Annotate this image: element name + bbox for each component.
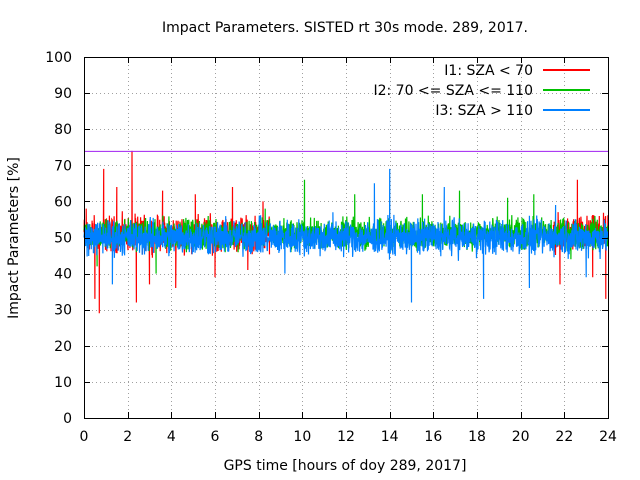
tick-layer: 0 2 4 6 8 10 12 14 16 18 20 22 240102030405060708090… [45, 50, 617, 445]
y-tick-label: 40 [54, 267, 72, 283]
x-tick-label: 0 [80, 429, 89, 445]
y-tick-label: 80 [54, 122, 72, 138]
chart-title: Impact Parameters. SISTED rt 30s mode. 2… [162, 20, 528, 36]
x-tick-label: 14 [381, 429, 399, 445]
y-tick-label: 10 [54, 375, 72, 391]
y-tick-label: 0 [63, 411, 72, 427]
series-i3-line [83, 168, 609, 303]
y-tick-label: 60 [54, 194, 72, 210]
x-tick-label: 20 [512, 429, 530, 445]
x-axis-label: GPS time [hours of doy 289, 2017] [224, 458, 467, 474]
legend-label: I2: 70 <= SZA <= 110 [373, 83, 533, 99]
legend-entry-i2: I2: 70 <= SZA <= 110 [373, 83, 590, 99]
legend-label: I3: SZA > 110 [435, 103, 533, 119]
x-tick-label: 18 [468, 429, 486, 445]
legend-entry-i1: I1: SZA < 70 [444, 63, 590, 79]
series-3 [83, 168, 609, 303]
x-tick-label: 4 [167, 429, 176, 445]
x-tick-label: 8 [254, 429, 263, 445]
y-tick-label: 50 [54, 231, 72, 247]
x-tick-label: 2 [123, 429, 132, 445]
legend-entry-i3: I3: SZA > 110 [435, 103, 590, 119]
y-tick-label: 100 [45, 50, 72, 66]
x-tick-label: 6 [211, 429, 220, 445]
y-tick-label: 70 [54, 158, 72, 174]
x-tick-label: 24 [599, 429, 617, 445]
x-tick-label: 12 [337, 429, 355, 445]
y-axis-label: Impact Parameters [%] [6, 157, 22, 319]
y-tick-label: 30 [54, 303, 72, 319]
legend-label: I1: SZA < 70 [444, 63, 533, 79]
y-tick-label: 20 [54, 339, 72, 355]
series-layer [83, 150, 609, 314]
y-tick-label: 90 [54, 86, 72, 102]
x-tick-label: 16 [424, 429, 442, 445]
x-tick-label: 10 [293, 429, 311, 445]
legend: I1: SZA < 70 I2: 70 <= SZA <= 110 I3: SZA … [373, 63, 590, 119]
x-tick-label: 22 [555, 429, 573, 445]
